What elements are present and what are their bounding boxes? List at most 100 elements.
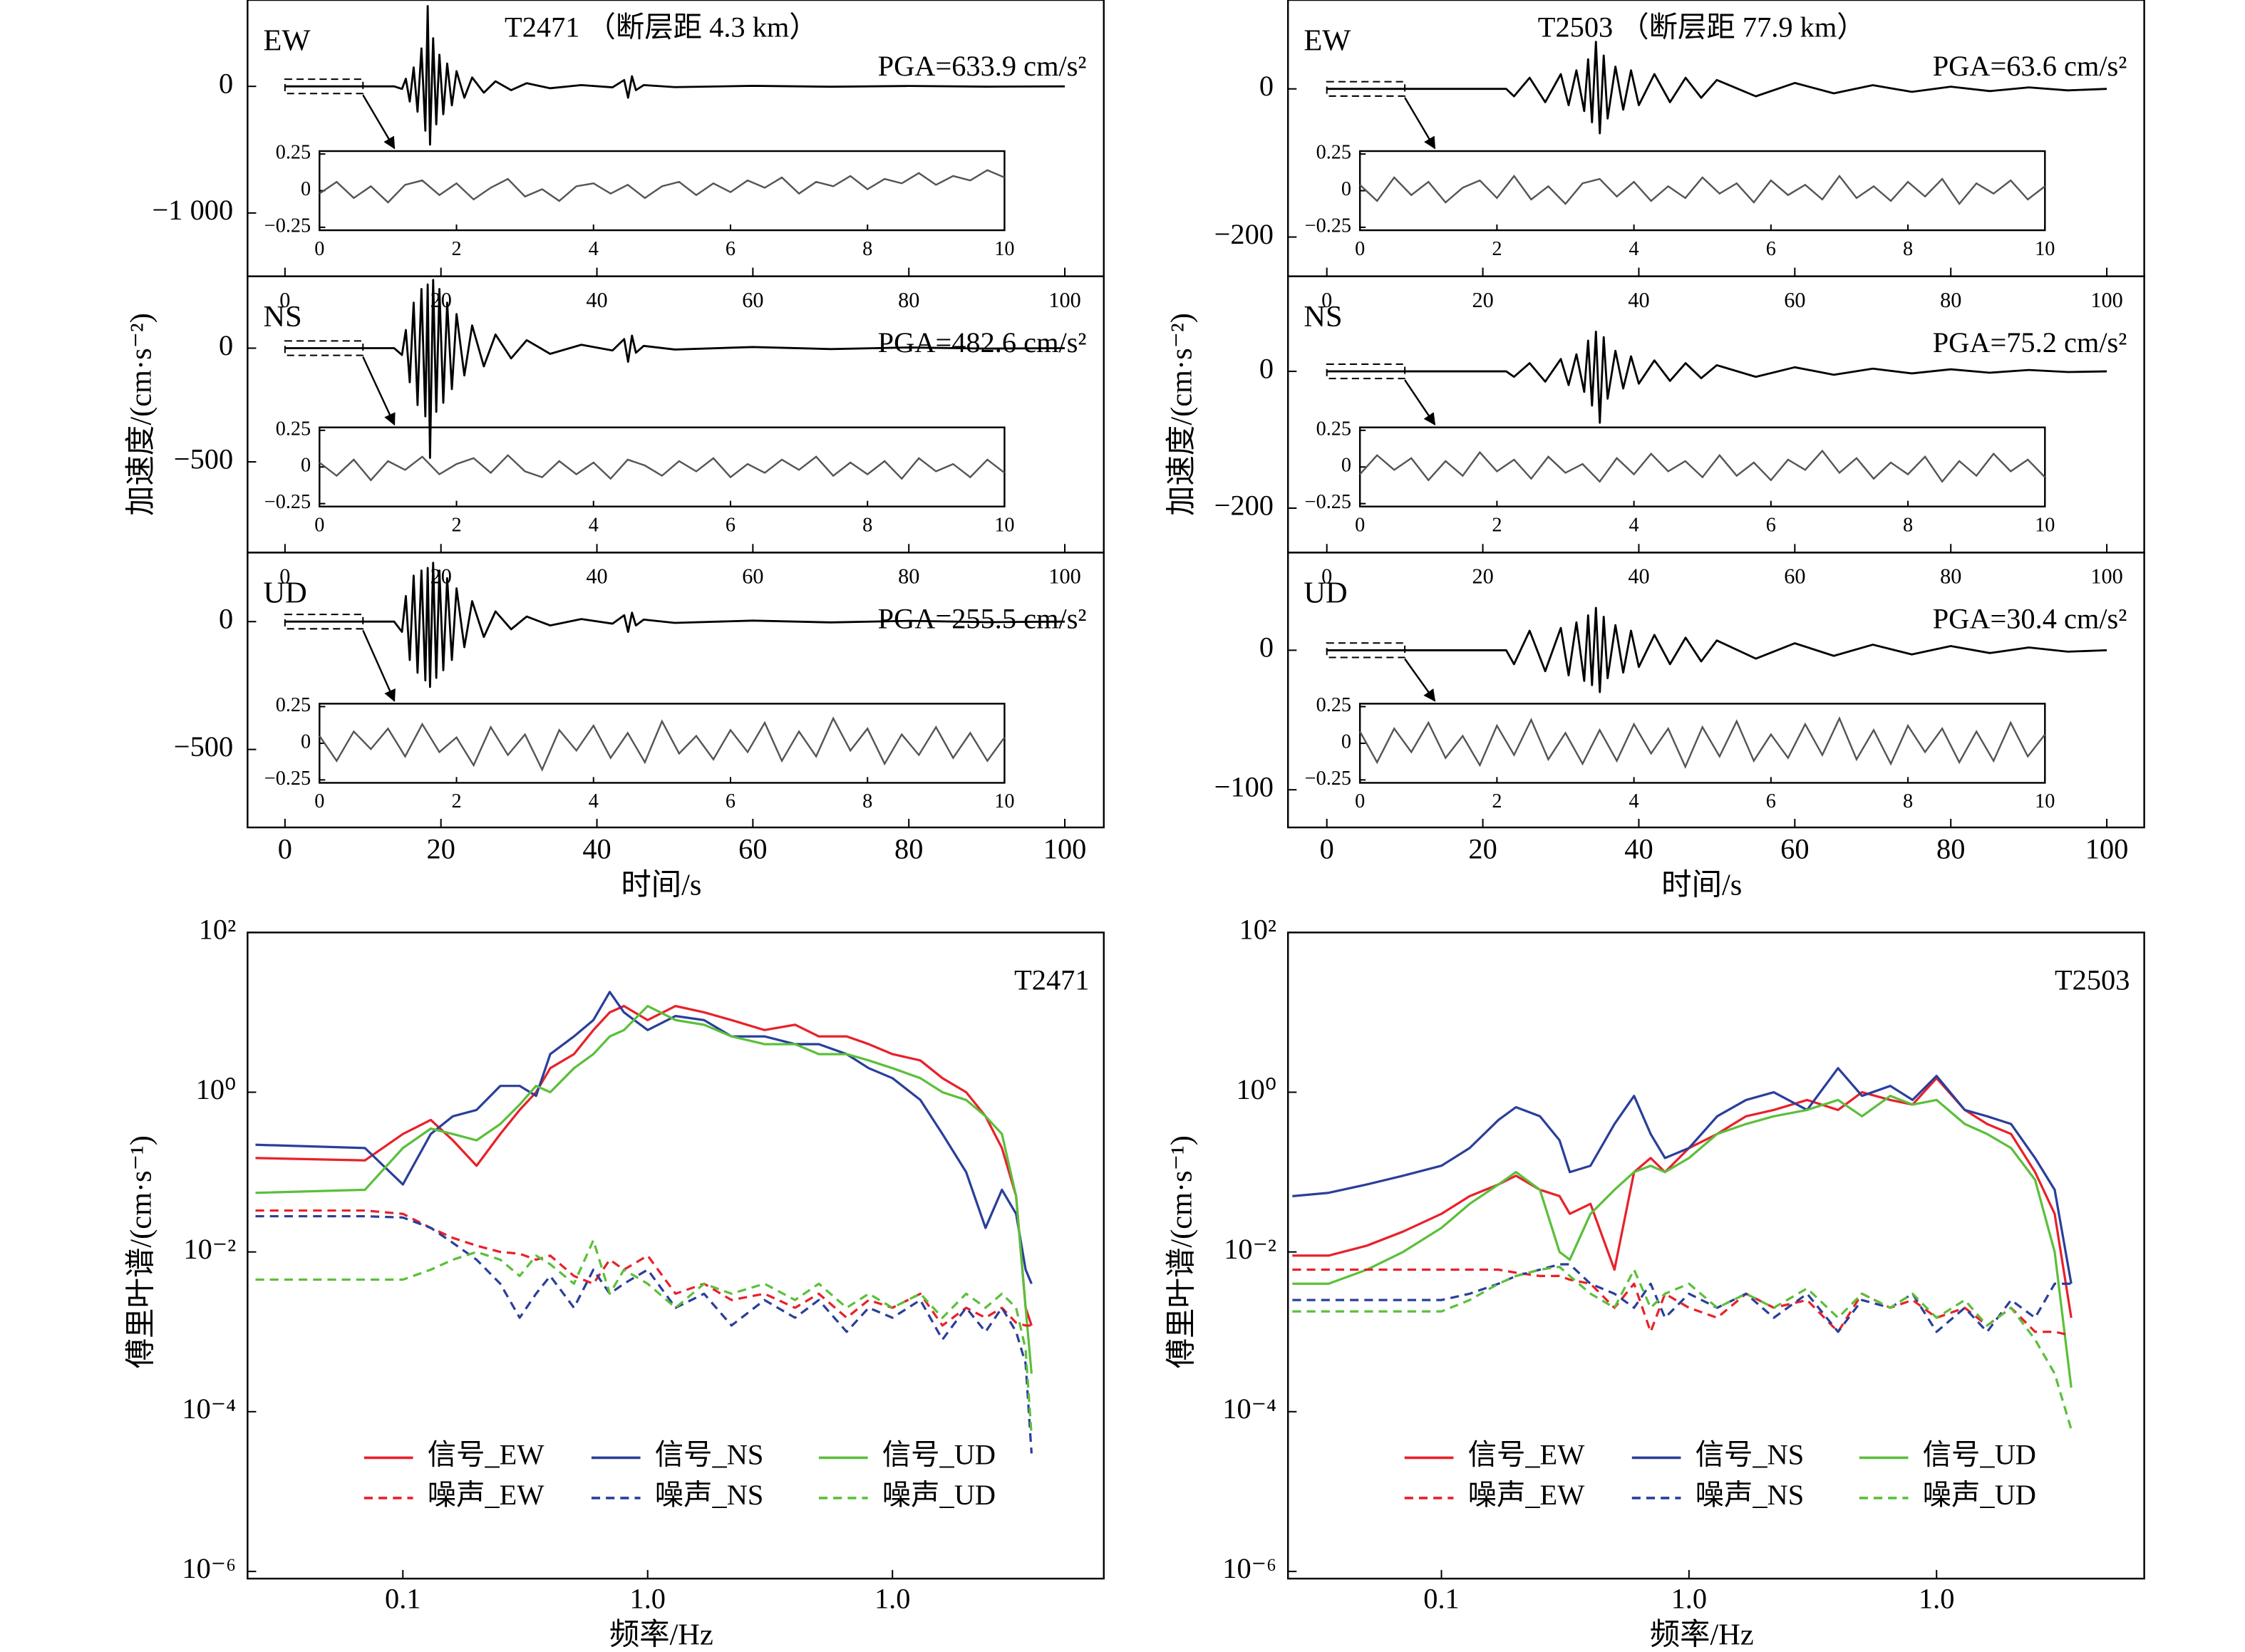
zoom-arrow [362,94,396,150]
spectrum-line [255,1209,1032,1327]
y-tick-label: −200 [1214,489,1274,521]
x-tick-label: 80 [1936,833,1965,865]
x-tick-label: 20 [1472,288,1493,312]
inset-x-tick-label: 4 [1629,790,1639,812]
inset-x-tick-label: 6 [1766,514,1776,536]
noise-trace [1359,449,2046,483]
x-tick-label: 0 [278,833,292,865]
legend-label: 噪声_NS [1696,1479,1805,1511]
x-tick-label: 0 [1320,833,1334,865]
legend-label: 信号_UD [1923,1439,2036,1471]
y-tick-label: −100 [1214,770,1274,802]
zoom-box [1326,642,1406,659]
inset-x-tick-label: 10 [994,790,1014,812]
pga-label: PGA=30.4 cm/s² [1933,603,2127,635]
noise-trace [319,716,1006,772]
noise-trace [319,454,1006,482]
inset-x-tick-label: 8 [862,238,872,260]
zoom-box [1326,81,1406,97]
x-tick-label: 0 [279,564,290,589]
panel-title: T2471 （断层距 4.3 km） [505,11,818,43]
legend-label: 信号_UD [882,1439,996,1471]
inset-y-tick-label: 0 [301,178,311,200]
x-tick-label: 1.0 [1671,1583,1707,1615]
zoom-arrow [1404,379,1436,426]
y-tick-label: 0 [219,329,233,361]
x-axis-label: 时间/s [621,869,701,902]
component-label: UD [1304,577,1347,610]
y-tick-label: 0 [219,602,233,634]
inset-y-tick-label: 0 [1341,178,1351,200]
component-label: NS [1304,300,1342,334]
component-label: NS [264,300,302,334]
pga-label: PGA=255.5 cm/s² [878,603,1087,635]
x-tick-label: 100 [2090,288,2122,312]
station-label: T2471 [1014,964,1089,996]
spectrum-line [1292,1268,2072,1337]
inset-x-tick-label: 10 [994,238,1014,260]
inset-x-tick-label: 6 [1766,790,1776,812]
inset-x-tick-label: 6 [726,790,736,812]
y-tick-label: 10⁻² [1224,1233,1276,1265]
x-axis-label: 时间/s [1661,869,1742,902]
x-tick-label: 40 [586,288,607,312]
inset-x-tick-label: 0 [1355,790,1365,812]
y-tick-label: −500 [174,443,233,475]
y-tick-label: 0 [219,67,233,99]
plot-frame [1358,426,2046,507]
x-tick-label: 0.1 [1423,1583,1459,1615]
inset-x-tick-label: 8 [1903,238,1913,260]
inset-y-tick-label: 0.25 [276,694,311,716]
x-tick-label: 20 [1472,564,1493,589]
x-tick-label: 40 [1628,564,1649,589]
plot-frame [247,931,1105,1580]
y-tick-label: 10⁻⁶ [1222,1552,1276,1584]
inset-x-tick-label: 8 [862,790,872,812]
spectrum-line [255,1214,1033,1454]
inset-x-tick-label: 4 [1629,238,1639,260]
inset-x-tick-label: 0 [314,238,324,260]
legend-label: 噪声_EW [428,1479,545,1511]
plot-frame [319,150,1006,232]
x-tick-label: 20 [427,833,455,865]
inset-y-tick-label: 0.25 [1316,694,1351,716]
x-tick-label: 40 [1628,288,1649,312]
inset-x-tick-label: 2 [451,790,461,812]
pga-label: PGA=482.6 cm/s² [878,326,1087,358]
inset-x-tick-label: 2 [1492,514,1502,536]
inset-x-tick-label: 4 [589,790,599,812]
x-tick-label: 40 [1624,833,1653,865]
x-tick-label: 100 [1048,288,1080,312]
plot-frame [1358,703,2046,784]
inset-x-tick-label: 2 [451,514,461,536]
inset-x-tick-label: 8 [862,514,872,536]
inset-y-tick-label: 0.25 [1316,418,1351,440]
legend-label: 噪声_NS [655,1479,764,1511]
pga-label: PGA=633.9 cm/s² [878,50,1087,82]
x-tick-label: 60 [1780,833,1809,865]
x-tick-label: 80 [894,833,923,865]
inset-y-tick-label: −0.25 [1305,491,1351,513]
x-tick-label: 60 [738,833,767,865]
x-tick-label: 0 [1321,564,1332,589]
pga-label: PGA=75.2 cm/s² [1933,326,2127,358]
y-tick-label: 10⁻² [183,1233,236,1265]
y-tick-label: −1 000 [153,194,234,226]
inset-x-tick-label: 10 [2035,790,2055,812]
y-axis-label: 加速度/(cm·s⁻²) [1165,313,1199,516]
x-tick-label: 20 [1468,833,1497,865]
inset-x-tick-label: 10 [2035,514,2055,536]
inset-x-tick-label: 6 [726,514,736,536]
pga-label: PGA=63.6 cm/s² [1933,50,2127,82]
zoom-box [284,614,364,630]
inset-x-tick-label: 10 [2035,238,2055,260]
legend-label: 信号_EW [428,1439,545,1471]
x-tick-label: 80 [898,288,919,312]
x-tick-label: 1.0 [630,1583,666,1615]
inset-y-tick-label: 0.25 [1316,142,1351,164]
spectrum-line [255,1005,1033,1326]
y-tick-label: 0 [1259,352,1274,384]
plot-frame [247,275,1105,554]
inset-y-tick-label: 0 [301,455,311,477]
